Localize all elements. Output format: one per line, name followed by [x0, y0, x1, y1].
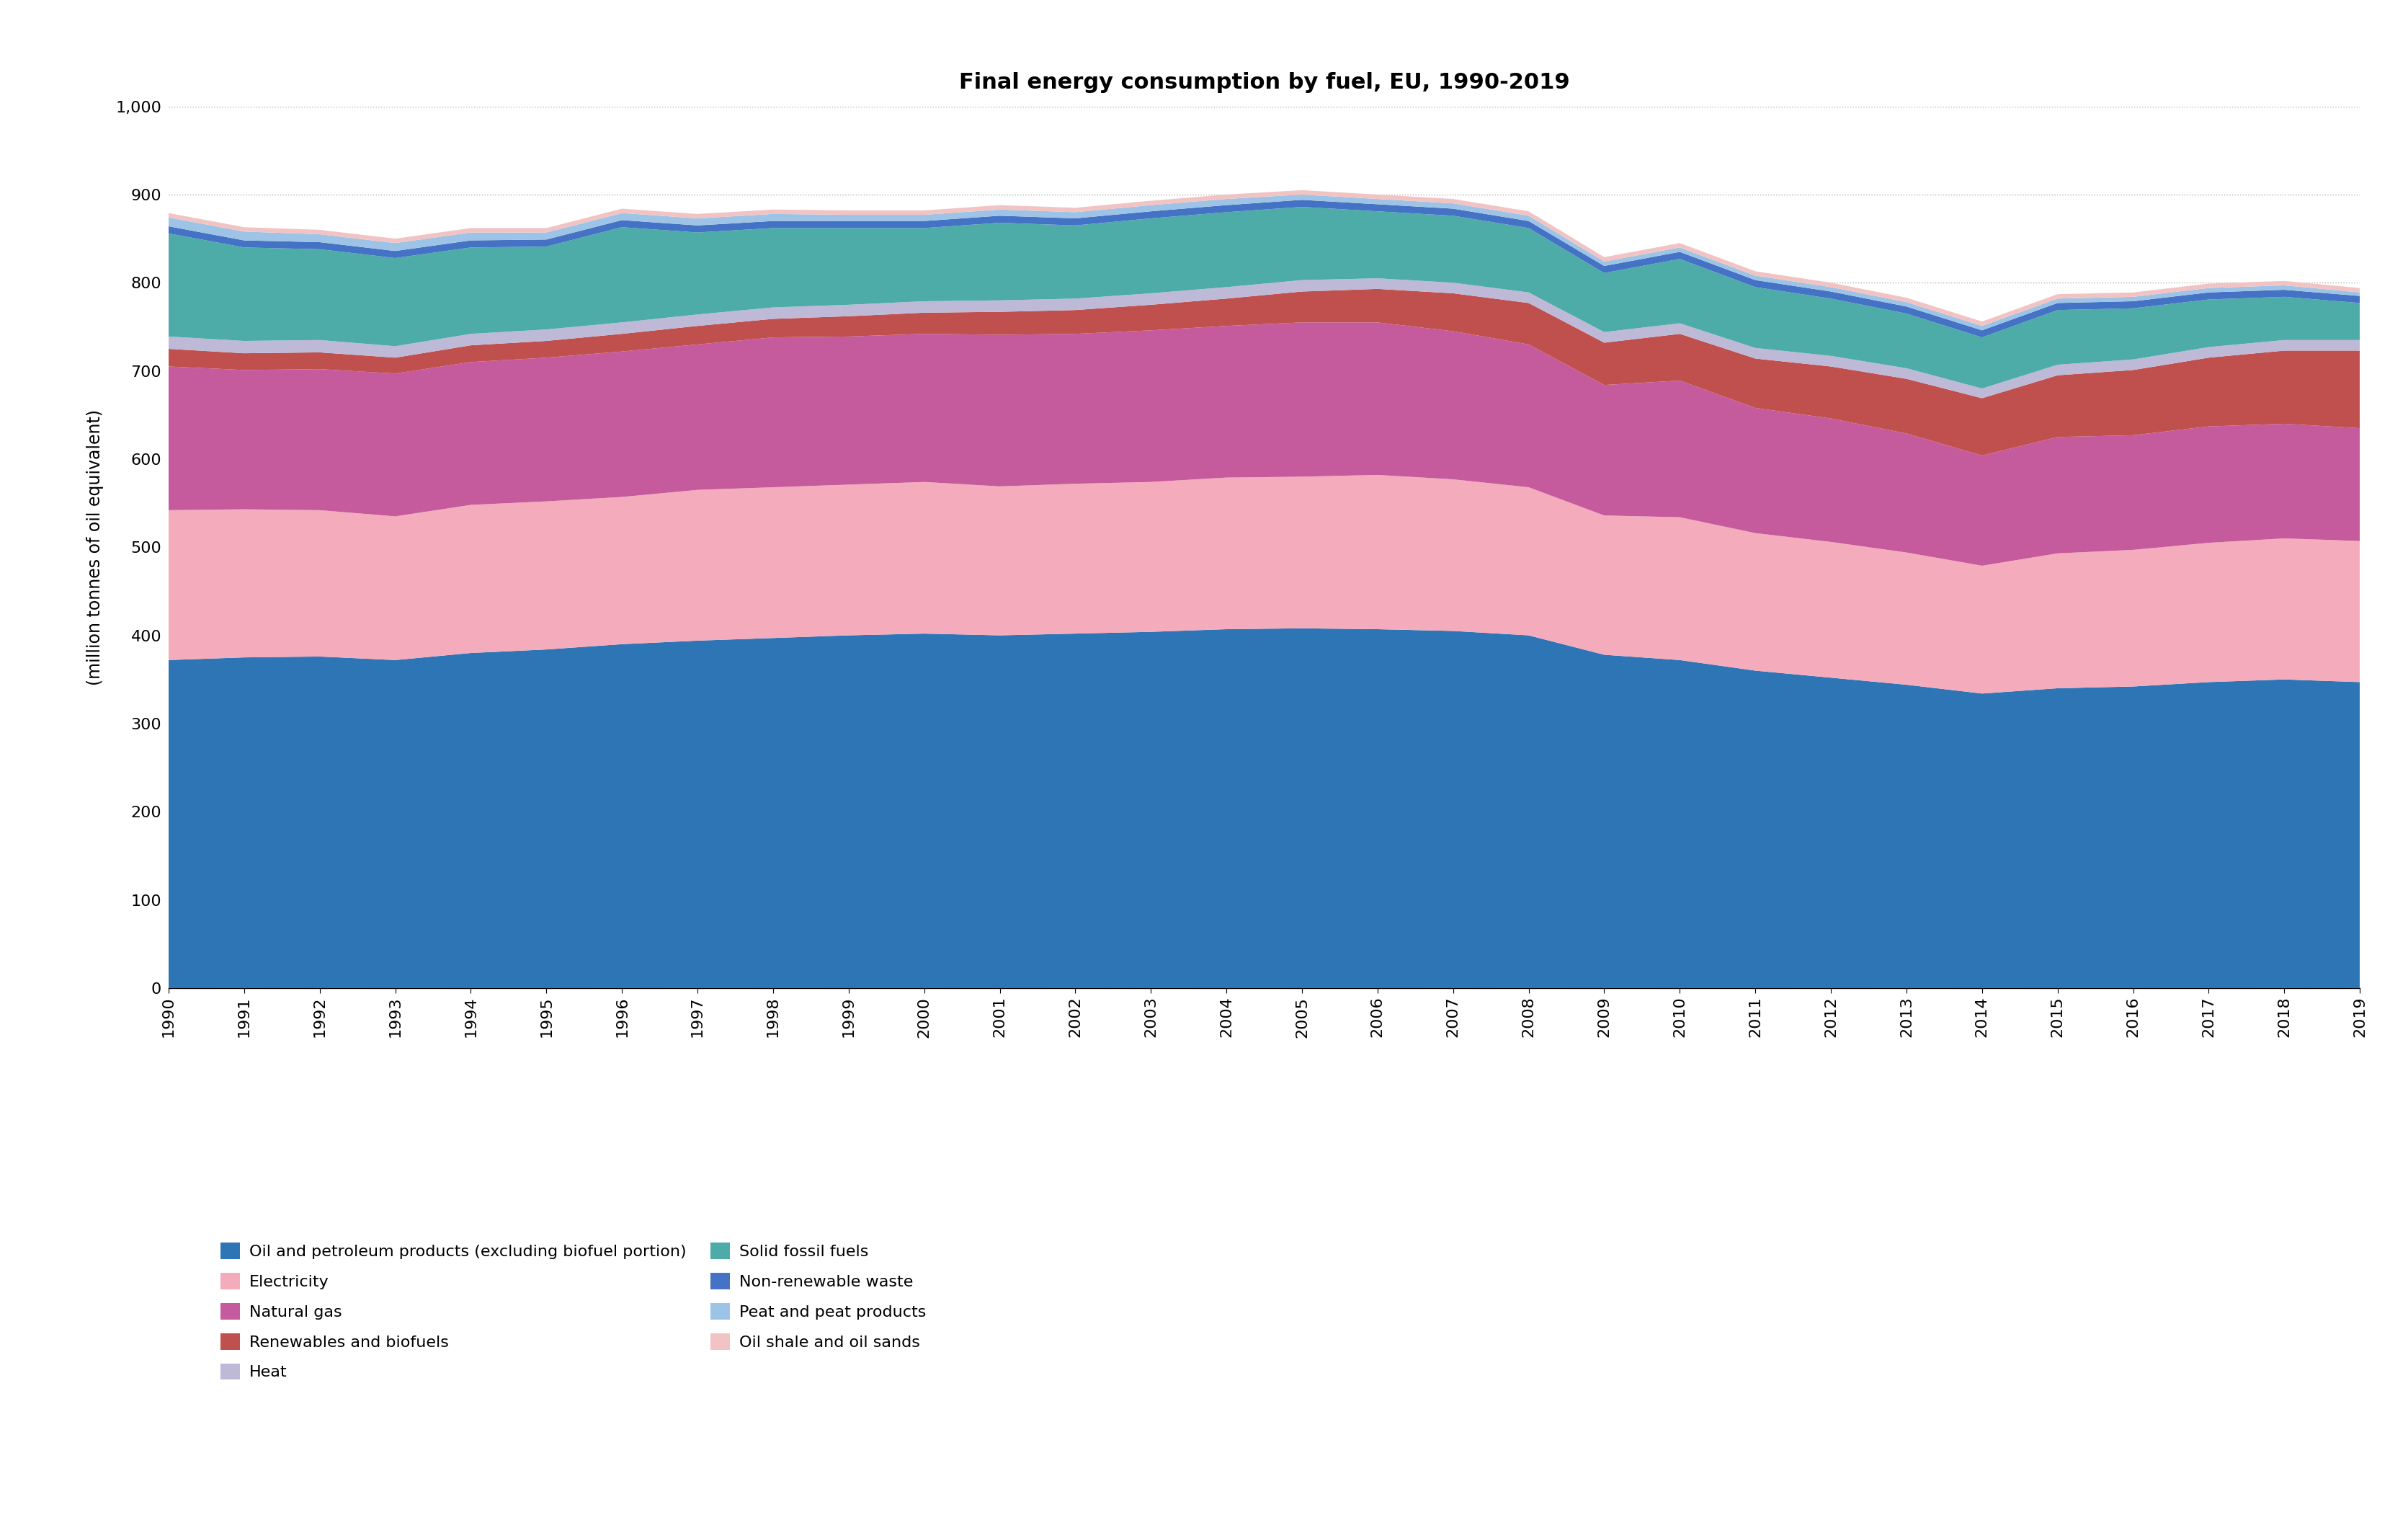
- Legend: Oil and petroleum products (excluding biofuel portion), Electricity, Natural gas: Oil and petroleum products (excluding bi…: [222, 1243, 927, 1380]
- Y-axis label: (million tonnes of oil equivalent): (million tonnes of oil equivalent): [87, 409, 104, 686]
- Title: Final energy consumption by fuel, EU, 1990-2019: Final energy consumption by fuel, EU, 19…: [958, 71, 1570, 93]
